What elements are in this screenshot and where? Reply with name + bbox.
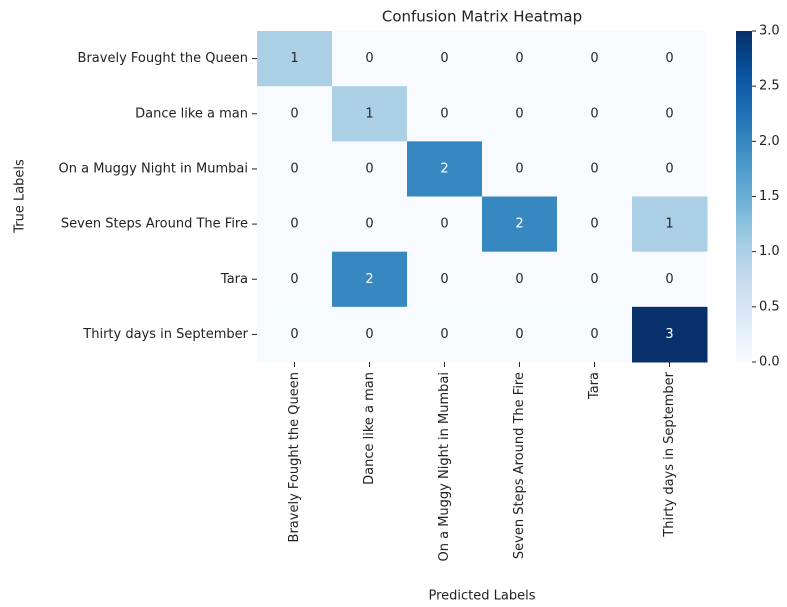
cell-label: 3	[665, 327, 673, 342]
heatmap-cell	[632, 86, 708, 142]
heatmap-cell	[632, 251, 708, 308]
cell-label: 1	[365, 106, 373, 121]
cell-label: 0	[590, 106, 598, 121]
heatmap-cell	[332, 31, 408, 87]
y-tick-label: Thirty days in September	[82, 327, 248, 342]
x-tick-label: On a Muggy Night in Mumbai	[437, 372, 452, 561]
heatmap-cell	[407, 141, 483, 197]
cell-label: 2	[365, 272, 373, 287]
heatmap-cell	[557, 31, 633, 87]
heatmap-cell	[257, 31, 333, 87]
heatmap-cell	[557, 86, 633, 142]
chart-title: Confusion Matrix Heatmap	[382, 8, 582, 26]
cell-label: 0	[365, 327, 373, 342]
heatmap-cell	[632, 141, 708, 197]
y-tick-label: Dance like a man	[135, 106, 248, 121]
cell-label: 0	[515, 161, 523, 176]
heatmap-cell	[332, 86, 408, 142]
heatmap-cell	[482, 86, 558, 142]
cell-label: 0	[440, 272, 448, 287]
cell-label: 0	[590, 51, 598, 66]
heatmap-cell	[407, 86, 483, 142]
heatmap-cell	[632, 306, 708, 363]
colorbar-tick-label: 0.0	[759, 355, 780, 370]
cell-label: 0	[665, 272, 673, 287]
colorbar-tick-label: 3.0	[759, 24, 780, 39]
colorbar	[736, 31, 752, 362]
heatmap-cell	[557, 196, 633, 253]
x-tick-label: Tara	[587, 372, 602, 400]
x-tick-label: Bravely Fought the Queen	[287, 372, 302, 542]
cell-label: 0	[515, 51, 523, 66]
heatmap-cell	[482, 196, 558, 253]
heatmap-cell	[407, 196, 483, 253]
cell-label: 2	[440, 161, 448, 176]
heatmap-cell	[257, 86, 333, 142]
cell-label: 0	[290, 327, 298, 342]
cell-label: 0	[515, 106, 523, 121]
heatmap-cell	[332, 141, 408, 197]
cell-label: 0	[590, 327, 598, 342]
cell-label: 0	[290, 106, 298, 121]
heatmap-cell	[407, 31, 483, 87]
cell-label: 0	[365, 51, 373, 66]
heatmap-cell	[482, 306, 558, 363]
y-axis-label: True Labels	[13, 159, 28, 234]
cell-label: 0	[440, 327, 448, 342]
cell-label: 0	[440, 106, 448, 121]
cell-label: 0	[590, 272, 598, 287]
cell-label: 0	[365, 161, 373, 176]
colorbar-tick-label: 1.5	[759, 189, 780, 204]
cell-label: 1	[290, 51, 298, 66]
heatmap-cell	[482, 141, 558, 197]
cell-label: 0	[515, 327, 523, 342]
y-tick-label: Seven Steps Around The Fire	[61, 217, 248, 232]
cell-label: 2	[515, 217, 523, 232]
heatmap-cell	[332, 306, 408, 363]
heatmap-cell	[557, 306, 633, 363]
heatmap-cell	[257, 306, 333, 363]
heatmap-cell	[482, 31, 558, 87]
x-tick-label: Dance like a man	[362, 372, 377, 485]
y-tick-label: Tara	[220, 272, 248, 287]
heatmap-cell	[482, 251, 558, 308]
cell-label: 0	[665, 51, 673, 66]
heatmap-cell	[632, 31, 708, 87]
cell-label: 0	[290, 217, 298, 232]
heatmap-cell	[407, 251, 483, 308]
x-tick-label: Seven Steps Around The Fire	[512, 372, 527, 559]
cell-label: 0	[440, 217, 448, 232]
heatmap-cell	[557, 141, 633, 197]
cell-label: 0	[515, 272, 523, 287]
cell-label: 0	[365, 217, 373, 232]
cell-label: 0	[665, 106, 673, 121]
colorbar-tick-label: 1.0	[759, 244, 780, 259]
x-tick-label: Thirty days in September	[662, 371, 677, 537]
heatmap-cell	[407, 306, 483, 363]
heatmap-cell	[557, 251, 633, 308]
cell-label: 0	[290, 161, 298, 176]
heatmap-cell	[257, 251, 333, 308]
heatmap-cell	[332, 196, 408, 253]
cell-label: 0	[590, 217, 598, 232]
cell-label: 0	[590, 161, 598, 176]
colorbar-tick-label: 2.0	[759, 134, 780, 149]
y-tick-label: Bravely Fought the Queen	[78, 51, 248, 66]
colorbar-tick-label: 2.5	[759, 79, 780, 94]
cell-label: 1	[665, 217, 673, 232]
cell-label: 0	[440, 51, 448, 66]
heatmap-cell	[257, 141, 333, 197]
colorbar-tick-label: 0.5	[759, 299, 780, 314]
cell-label: 0	[665, 161, 673, 176]
x-axis-label: Predicted Labels	[428, 589, 535, 604]
cell-label: 0	[290, 272, 298, 287]
heatmap-cell	[632, 196, 708, 253]
heatmap-cell	[332, 251, 408, 308]
heatmap-cell	[257, 196, 333, 253]
y-tick-label: On a Muggy Night in Mumbai	[59, 161, 248, 176]
